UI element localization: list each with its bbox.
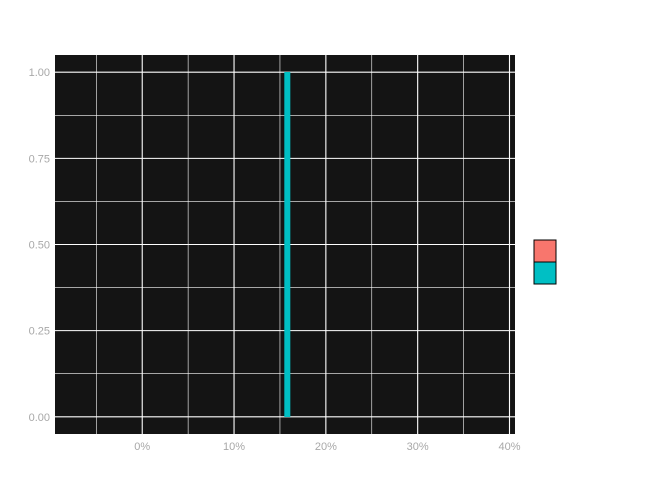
y-tick-label: 0.00	[29, 412, 50, 424]
legend-key-2	[533, 261, 557, 285]
bar-series-2	[284, 71, 291, 418]
y-tick-label: 0.25	[29, 326, 50, 338]
y-axis-ticks: 0.00 0.25 0.50 0.75 1.00	[29, 67, 50, 424]
x-tick-label: 30%	[407, 441, 429, 453]
x-tick-label: 20%	[315, 441, 337, 453]
y-tick-label: 1.00	[29, 67, 50, 79]
x-axis-ticks: 0% 10% 20% 30% 40%	[134, 441, 520, 453]
legend-key-1	[533, 239, 557, 263]
legend	[533, 239, 557, 285]
x-tick-label: 0%	[134, 441, 150, 453]
bars	[284, 71, 291, 418]
x-tick-label: 10%	[223, 441, 245, 453]
y-tick-label: 0.75	[29, 153, 50, 165]
y-tick-label: 0.50	[29, 240, 50, 252]
x-tick-label: 40%	[498, 441, 520, 453]
